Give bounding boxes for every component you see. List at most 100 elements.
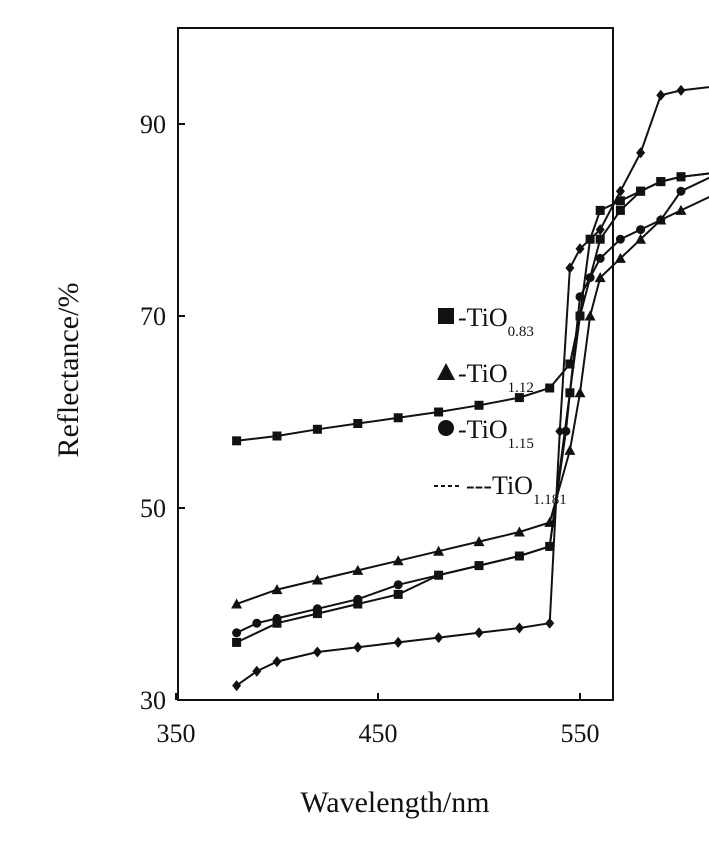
- data-point: [474, 627, 484, 639]
- data-point: [513, 526, 525, 537]
- data-point: [636, 225, 646, 235]
- data-point: [656, 215, 666, 225]
- x-tick-label: 550: [561, 719, 600, 748]
- legend-label-subscript: 1.12: [508, 380, 534, 396]
- data-point: [272, 656, 282, 668]
- data-point: [272, 618, 282, 628]
- data-point: [595, 234, 605, 244]
- data-point: [564, 444, 576, 455]
- data-point: [584, 310, 596, 321]
- data-point: [434, 407, 444, 417]
- data-point: [656, 177, 666, 187]
- data-point: [636, 186, 646, 196]
- legend-label-subscript: 1.15: [508, 436, 534, 452]
- data-point: [636, 147, 646, 159]
- data-point: [474, 561, 484, 571]
- data-point: [311, 574, 323, 585]
- legend-label-subscript: 1.181: [533, 492, 567, 508]
- series-0: [232, 172, 709, 647]
- data-point: [565, 359, 575, 369]
- data-point: [312, 424, 322, 434]
- data-point: [545, 541, 555, 551]
- legend-label: -TiO0.83: [458, 303, 534, 340]
- data-point: [231, 598, 243, 609]
- legend-label-main: -TiO: [458, 415, 508, 444]
- series-line: [236, 172, 709, 644]
- series-line: [236, 195, 709, 605]
- legend-label-subscript: 0.83: [508, 324, 534, 340]
- series-4: [232, 172, 709, 446]
- data-point: [312, 609, 322, 619]
- legend-marker: [437, 363, 455, 380]
- data-point: [675, 204, 687, 215]
- data-point: [676, 172, 686, 182]
- legend-label: ---TiO1.181: [466, 471, 567, 508]
- data-point: [676, 186, 686, 196]
- y-axis-ticks: 30 50 70 90: [140, 110, 185, 715]
- legend-marker: [438, 420, 454, 436]
- data-point: [232, 637, 242, 647]
- data-point: [561, 426, 571, 436]
- data-point: [676, 84, 686, 96]
- data-point: [656, 89, 666, 101]
- data-point: [615, 234, 625, 244]
- data-point: [434, 570, 444, 580]
- data-point: [252, 665, 262, 677]
- series-1: [231, 195, 709, 609]
- data-point: [393, 636, 403, 648]
- data-point: [232, 628, 242, 638]
- data-point: [594, 272, 606, 283]
- data-point: [272, 431, 282, 441]
- x-tick-label: 450: [359, 719, 398, 748]
- data-point: [473, 536, 485, 547]
- data-point: [575, 243, 585, 255]
- data-point: [232, 436, 242, 446]
- legend-label: -TiO1.15: [458, 415, 534, 452]
- data-point: [514, 622, 524, 634]
- data-point: [615, 185, 625, 197]
- legend-label-main: -TiO: [458, 359, 508, 388]
- y-tick-label: 70: [140, 302, 166, 331]
- data-point: [232, 680, 242, 692]
- data-point: [615, 205, 625, 215]
- legend-label: -TiO1.12: [458, 359, 534, 396]
- data-point: [615, 196, 625, 206]
- data-point: [352, 564, 364, 575]
- plot-frame: [177, 27, 614, 701]
- series-3: [232, 84, 709, 692]
- data-point: [252, 618, 262, 628]
- data-point: [434, 632, 444, 644]
- series-layer: [231, 84, 709, 692]
- legend-marker: [438, 308, 454, 324]
- data-point: [312, 604, 322, 614]
- data-point: [393, 413, 403, 423]
- data-point: [575, 292, 585, 302]
- legend-label-main: ---TiO: [466, 471, 533, 500]
- y-axis-label: Reflectance/%: [52, 283, 85, 458]
- data-point: [545, 617, 555, 629]
- data-point: [433, 545, 445, 556]
- data-point: [595, 224, 605, 236]
- x-tick-label: 350: [157, 719, 196, 748]
- y-tick-label: 30: [140, 686, 166, 715]
- data-point: [614, 252, 626, 263]
- data-point: [635, 233, 647, 244]
- data-point: [565, 262, 575, 274]
- data-point: [353, 641, 363, 653]
- data-point: [353, 599, 363, 609]
- data-point: [514, 393, 524, 403]
- x-axis-ticks: 350450550650750: [157, 693, 600, 748]
- data-point: [545, 383, 555, 393]
- data-point: [353, 594, 363, 604]
- legend-label-main: -TiO: [458, 303, 508, 332]
- data-point: [271, 584, 283, 595]
- data-point: [393, 580, 403, 590]
- data-point: [514, 551, 524, 561]
- data-point: [574, 387, 586, 398]
- data-point: [575, 311, 585, 321]
- legend: -TiO0.83-TiO1.12-TiO1.15---TiO1.181: [434, 303, 567, 508]
- series-2: [232, 176, 709, 638]
- data-point: [595, 205, 605, 215]
- data-point: [393, 589, 403, 599]
